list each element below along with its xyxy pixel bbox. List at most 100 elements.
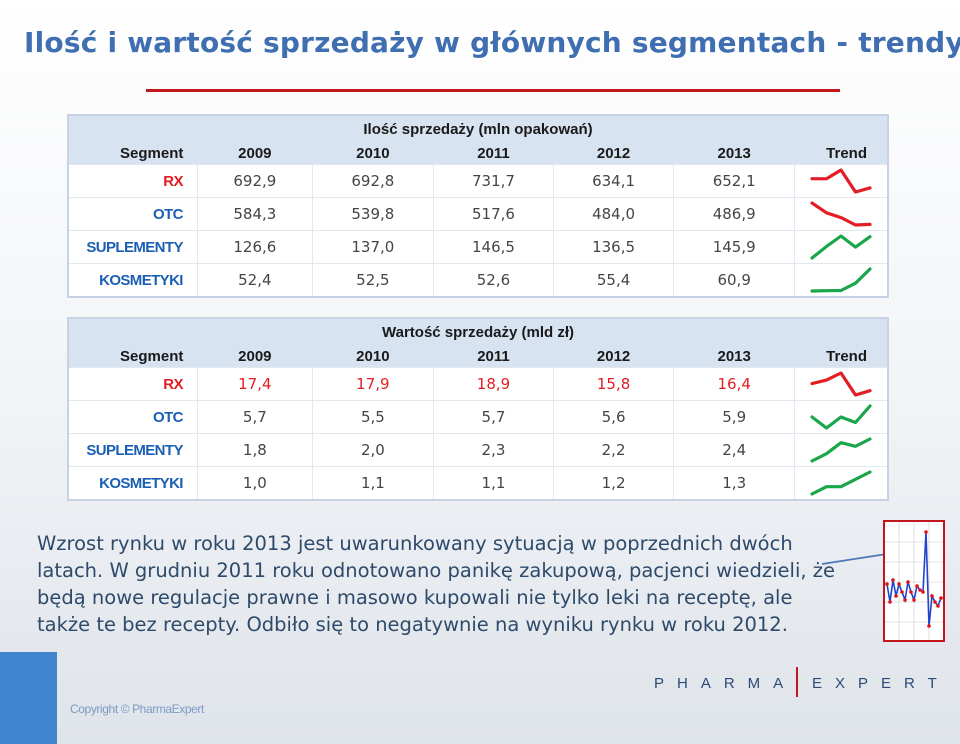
ekg-chart-image [883,520,945,642]
value-cell: 52,6 [432,263,554,296]
table-row: SUPLEMENTY 1,8 2,0 2,3 2,2 2,4 [69,433,887,467]
trend-header: Trend [794,142,887,165]
trend-line [810,201,872,227]
value-table: Wartość sprzedaży (mld zł) Segment 2009 … [67,317,889,501]
page-title: Ilość i wartość sprzedaży w głównych seg… [24,26,960,59]
table-row: RX 692,9 692,8 731,7 634,1 652,1 [69,164,887,198]
value-cell: 5,5 [311,400,434,434]
value-cell: 692,8 [311,164,434,198]
value-cell: 2,4 [673,433,795,467]
value-cell: 484,0 [553,197,674,231]
trend-sparkline-icon [810,470,872,496]
value-cell: 60,9 [673,263,795,296]
value-cell: 1,1 [432,466,554,499]
value-cell: 52,5 [311,263,434,296]
value-cell: 55,4 [553,263,674,296]
trend-cell [794,433,887,467]
value-cell: 5,7 [432,400,554,434]
logo-pharma: PHARMA [654,675,797,692]
trend-header: Trend [794,345,887,368]
value-cell: 2,2 [553,433,674,467]
segment-label: RX [69,164,198,198]
year-header: 2013 [673,345,795,368]
segment-label: OTC [69,197,198,231]
year-header: 2009 [197,142,313,165]
trend-line [810,234,872,260]
value-cell: 52,4 [196,263,313,296]
trend-sparkline-icon [810,371,872,397]
trend-cell [794,164,887,198]
value-cell: 136,5 [553,230,674,264]
commentary-text: Wzrost rynku w roku 2013 jest uwarunkowa… [37,532,835,636]
ekg-line-icon [885,522,943,640]
segment-label: OTC [69,400,198,434]
value-cell: 17,4 [196,367,313,401]
trend-sparkline-icon [810,267,872,293]
value-cell: 539,8 [311,197,434,231]
title-underline [146,89,840,92]
table-row: OTC 584,3 539,8 517,6 484,0 486,9 [69,197,887,231]
copyright-text: Copyright © PharmaExpert [70,702,204,716]
value-cell: 1,3 [673,466,795,499]
year-header: 2010 [312,142,434,165]
year-header: 2012 [553,142,674,165]
quantity-table: Ilość sprzedaży (mln opakowań) Segment 2… [67,114,889,298]
trend-cell [794,367,887,401]
trend-cell [794,263,887,296]
header-row: Segment 2009 2010 2011 2012 2013 Trend [69,345,887,368]
table-row: OTC 5,7 5,5 5,7 5,6 5,9 [69,400,887,434]
value-cell: 486,9 [673,197,795,231]
value-cell: 137,0 [311,230,434,264]
value-cell: 634,1 [553,164,674,198]
segment-label: KOSMETYKI [69,263,198,296]
trend-cell [794,230,887,264]
value-cell: 16,4 [673,367,795,401]
value-cell: 652,1 [673,164,795,198]
year-header: 2009 [197,345,313,368]
year-header: 2013 [673,142,795,165]
trend-line [810,168,872,194]
trend-line [810,404,872,430]
segment-label: KOSMETYKI [69,466,198,499]
segment-header: Segment [69,345,198,368]
value-cell: 126,6 [196,230,313,264]
value-cell: 2,0 [311,433,434,467]
trend-sparkline-icon [810,404,872,430]
header-row: Segment 2009 2010 2011 2012 2013 Trend [69,142,887,165]
value-cell: 731,7 [432,164,554,198]
year-header: 2011 [433,345,554,368]
value-cell: 17,9 [311,367,434,401]
segment-label: SUPLEMENTY [69,230,198,264]
value-cell: 5,6 [553,400,674,434]
value-cell: 18,9 [432,367,554,401]
table-row: RX 17,4 17,9 18,9 15,8 16,4 [69,367,887,401]
trend-sparkline-icon [810,437,872,463]
table-row: KOSMETYKI 1,0 1,1 1,1 1,2 1,3 [69,466,887,499]
value-cell: 517,6 [432,197,554,231]
trend-cell [794,197,887,231]
trend-sparkline-icon [810,234,872,260]
year-header: 2010 [312,345,434,368]
value-cell: 146,5 [432,230,554,264]
year-header: 2012 [553,345,674,368]
trend-line [810,437,872,463]
trend-cell [794,466,887,499]
value-cell: 1,0 [196,466,313,499]
trend-sparkline-icon [810,168,872,194]
value-cell: 1,1 [311,466,434,499]
value-cell: 5,9 [673,400,795,434]
logo-expert: EXPERT [812,675,950,692]
value-cell: 15,8 [553,367,674,401]
trend-line [810,267,872,293]
table-caption: Ilość sprzedaży (mln opakowań) [69,116,887,142]
table-row: KOSMETYKI 52,4 52,5 52,6 55,4 60,9 [69,263,887,296]
value-cell: 692,9 [196,164,313,198]
trend-sparkline-icon [810,201,872,227]
value-cell: 1,8 [196,433,313,467]
segment-label: RX [69,367,198,401]
trend-line [810,470,872,496]
segment-header: Segment [69,142,198,165]
year-header: 2011 [433,142,554,165]
table-caption: Wartość sprzedaży (mld zł) [69,319,887,345]
value-cell: 2,3 [432,433,554,467]
